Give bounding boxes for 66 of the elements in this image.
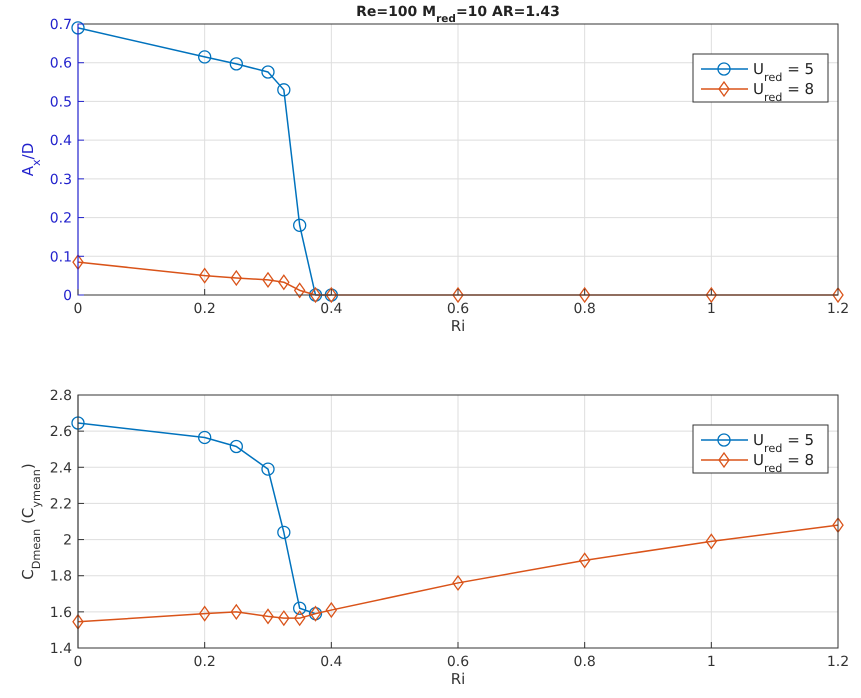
point <box>262 608 274 624</box>
point <box>832 287 844 303</box>
point <box>452 287 464 303</box>
point <box>230 440 243 454</box>
y-tick-label: 0.3 <box>50 172 72 188</box>
y-tick-label: 0 <box>63 288 72 304</box>
y-tick-label: 1.6 <box>50 604 72 621</box>
point <box>71 21 85 35</box>
x-tick-label: 1 <box>706 301 716 317</box>
x-tick-label: 0.4 <box>320 654 343 670</box>
y-tick-label: 2.2 <box>50 496 72 512</box>
point <box>72 614 84 630</box>
point <box>293 218 306 232</box>
point <box>262 272 274 288</box>
y-tick-label: 1.8 <box>50 568 72 585</box>
point <box>278 610 290 626</box>
y-tick-label: 2.8 <box>50 388 72 404</box>
y-tick-label: 0.5 <box>50 94 72 110</box>
y-tick-label: 2.6 <box>50 424 72 440</box>
point <box>198 430 212 444</box>
x-tick-label: 1.2 <box>826 654 850 670</box>
y-tick-label: 0.4 <box>50 133 72 150</box>
y-tick-label: 2.4 <box>50 460 72 476</box>
point <box>278 274 290 290</box>
point <box>832 517 844 533</box>
x-tick-label: 0.6 <box>446 654 470 670</box>
x-tick-label: 0.2 <box>194 654 216 670</box>
point <box>277 526 290 539</box>
point <box>579 287 590 303</box>
point <box>199 268 210 284</box>
x-tick-label: 0.4 <box>320 301 343 317</box>
point <box>293 602 306 615</box>
point <box>579 552 590 568</box>
point <box>71 416 85 430</box>
point <box>199 606 210 622</box>
point <box>326 602 337 618</box>
point <box>294 610 306 626</box>
x-tick-label: 0.2 <box>194 301 216 317</box>
y-tick-label: 0.2 <box>50 210 72 227</box>
point <box>230 270 242 286</box>
x-axis-title: Ri <box>450 317 466 335</box>
point <box>706 287 717 303</box>
point <box>277 83 290 96</box>
point <box>230 604 242 620</box>
point <box>230 57 243 71</box>
x-tick-label: 0 <box>74 654 82 670</box>
point <box>452 575 464 591</box>
x-tick-label: 0.6 <box>446 301 470 317</box>
x-tick-label: 0 <box>74 301 82 317</box>
y-tick-label: 0.1 <box>50 249 72 266</box>
y-tick-label: 1.4 <box>50 641 72 657</box>
chart-title: Re=100 M$_{red}$=10 AR=1.43 <box>356 4 560 25</box>
point <box>261 462 275 476</box>
point <box>294 282 306 298</box>
x-tick-label: 1.2 <box>826 301 850 317</box>
y-tick-label: 0.6 <box>50 56 72 72</box>
x-tick-label: 0.8 <box>574 301 596 317</box>
point <box>261 65 275 79</box>
point <box>198 50 212 64</box>
x-axis-title: Ri <box>450 670 466 688</box>
y-tick-label: 2 <box>63 532 72 549</box>
point <box>706 534 717 550</box>
point <box>72 254 84 270</box>
x-tick-label: 1 <box>706 654 716 670</box>
y-tick-label: 0.7 <box>50 17 72 33</box>
x-tick-label: 0.8 <box>574 654 596 670</box>
